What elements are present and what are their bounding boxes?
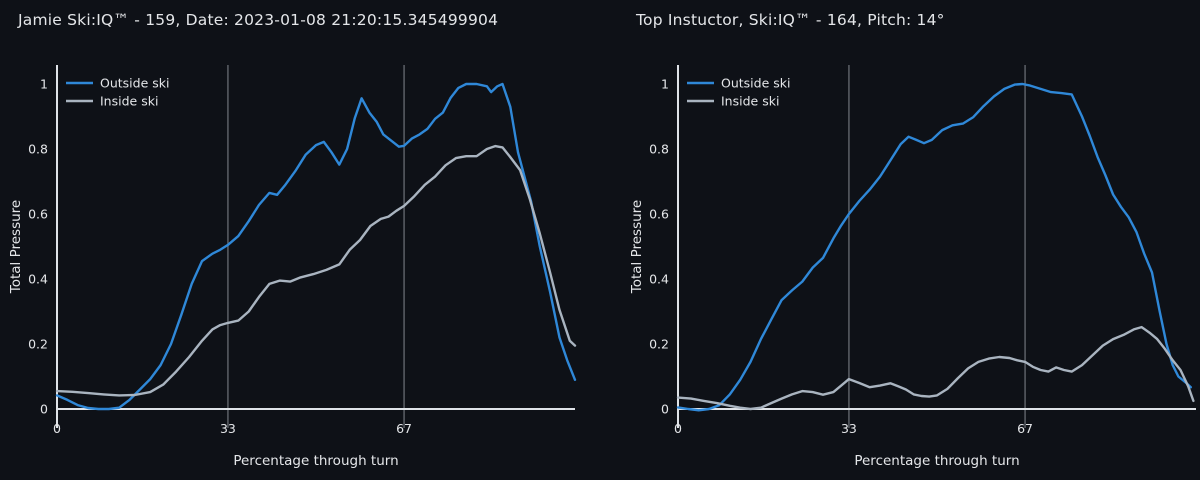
y-axis-title: Total Pressure	[629, 200, 645, 294]
trace-inside-ski[interactable]	[676, 325, 1195, 411]
trace-outside-ski[interactable]	[676, 82, 1192, 412]
y-tick-label: 0.8	[649, 142, 669, 157]
y-tick-label: 0.8	[28, 142, 48, 157]
x-tick-label: 33	[220, 421, 236, 436]
y-tick-label: 0.4	[28, 272, 48, 287]
x-axis-title: Percentage through turn	[854, 453, 1019, 469]
y-tick-label: 0.6	[28, 207, 48, 222]
y-tick-label: 0.2	[649, 337, 669, 352]
x-axis-title: Percentage through turn	[233, 453, 398, 469]
x-tick-label: 67	[1017, 421, 1033, 436]
legend-label: Outside ski	[721, 76, 790, 91]
y-tick-label: 0	[40, 402, 48, 417]
y-tick-label: 0.2	[28, 337, 48, 352]
legend-item-outside-ski[interactable]: Outside ski	[66, 76, 169, 91]
legend-item-inside-ski[interactable]: Inside ski	[687, 94, 779, 109]
y-tick-label: 1	[40, 77, 48, 92]
y-tick-label: 0.6	[649, 207, 669, 222]
chart-jamie: Jamie Ski:IQ™ - 159, Date: 2023-01-08 21…	[0, 0, 600, 480]
legend-item-inside-ski[interactable]: Inside ski	[66, 94, 158, 109]
legend-label: Inside ski	[100, 94, 158, 109]
x-tick-label: 0	[674, 421, 682, 436]
y-tick-label: 0.4	[649, 272, 669, 287]
y-axis-title: Total Pressure	[8, 200, 24, 294]
legend-item-outside-ski[interactable]: Outside ski	[687, 76, 790, 91]
x-tick-label: 67	[396, 421, 412, 436]
y-tick-label: 0	[661, 402, 669, 417]
x-tick-label: 0	[53, 421, 61, 436]
chart-title-top-instructor: Top Instuctor, Ski:IQ™ - 164, Pitch: 14°	[636, 11, 945, 29]
line-chart-top-instructor[interactable]: 0 0.2 0.4 0.6 0.8 1 0 33 67 Percentage through tu…	[600, 0, 1200, 480]
chart-top-instructor: Top Instuctor, Ski:IQ™ - 164, Pitch: 14°…	[600, 0, 1200, 480]
chart-title-jamie: Jamie Ski:IQ™ - 159, Date: 2023-01-08 21…	[18, 11, 499, 29]
line-chart-jamie[interactable]: 0 0.2 0.4 0.6 0.8 1 0 33 67 Percentage through tu…	[0, 0, 600, 480]
legend-label: Outside ski	[100, 76, 169, 91]
legend-label: Inside ski	[721, 94, 779, 109]
x-tick-label: 33	[841, 421, 857, 436]
trace-inside-ski[interactable]	[55, 144, 577, 397]
trace-outside-ski[interactable]	[55, 82, 577, 411]
y-tick-label: 1	[661, 77, 669, 92]
